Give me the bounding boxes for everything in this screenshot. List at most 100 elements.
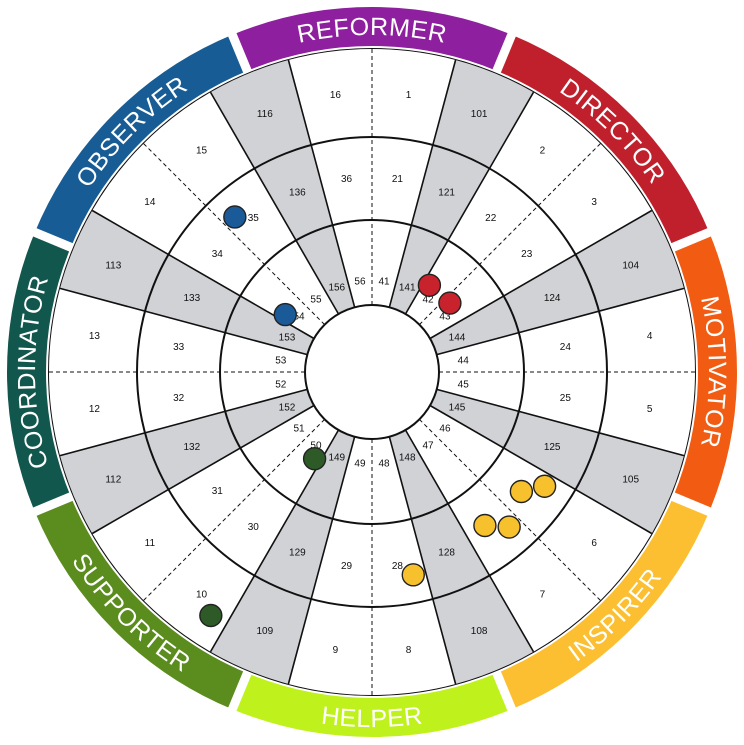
cell-number-inner: 148 <box>399 452 416 463</box>
cell-number-mid: 136 <box>289 187 306 198</box>
cell-number-outer: 11 <box>145 538 156 549</box>
marker-dot <box>438 291 462 315</box>
marker-dot <box>273 302 297 327</box>
cell-number-mid: 29 <box>341 561 353 572</box>
cell-number-outer: 104 <box>622 260 639 271</box>
cell-inner <box>405 240 480 325</box>
cell-inner <box>240 405 325 480</box>
cell-inner <box>220 332 308 372</box>
cell-number-mid: 28 <box>392 561 404 572</box>
cell-number-mid: 21 <box>392 174 404 185</box>
cell-mid <box>254 145 333 241</box>
cell-mid <box>145 254 241 333</box>
cell-number-outer: 112 <box>105 475 121 486</box>
cell-number-inner: 54 <box>293 311 305 322</box>
cell-number-mid: 133 <box>183 293 200 304</box>
cell-number-outer: 116 <box>257 109 273 120</box>
markers <box>199 205 557 628</box>
cell-mid <box>518 311 607 372</box>
cell-number-outer: 8 <box>406 645 412 656</box>
cell-number-inner: 52 <box>275 380 287 391</box>
cell-number-mid: 33 <box>173 342 185 353</box>
cell-mid <box>372 137 433 226</box>
cell-mid <box>503 411 599 490</box>
cell-mid <box>145 411 241 490</box>
cell-number-outer: 10 <box>196 590 208 601</box>
cell-inner <box>372 220 412 308</box>
cell-mid <box>205 479 296 576</box>
cell-mid <box>137 311 226 372</box>
cell-number-mid: 35 <box>248 213 260 224</box>
cell-mid <box>479 205 576 296</box>
cell-number-inner: 55 <box>310 295 322 306</box>
cell-outer <box>575 432 684 534</box>
cell-number-mid: 25 <box>560 393 572 404</box>
cell-mid <box>411 503 490 599</box>
cell-inner <box>296 430 355 519</box>
cell-outer <box>432 60 534 169</box>
cell-mid <box>311 518 372 607</box>
cell-number-outer: 109 <box>257 626 274 637</box>
cell-mid <box>254 503 333 599</box>
cell-inner <box>430 296 519 355</box>
cell-number-mid: 23 <box>521 249 533 260</box>
cell-mid <box>503 254 599 333</box>
cell-outer <box>210 575 312 684</box>
cell-number-outer: 105 <box>622 475 639 486</box>
cell-number-outer: 12 <box>89 404 101 415</box>
cell-outer <box>598 288 695 372</box>
marker-dot <box>302 447 327 471</box>
cell-number-inner: 49 <box>354 459 366 470</box>
cell-number-mid: 31 <box>212 486 224 497</box>
cell-inner <box>419 405 504 480</box>
cell-number-inner: 145 <box>449 403 466 414</box>
cell-inner <box>436 372 524 412</box>
cell-number-outer: 14 <box>144 197 156 208</box>
cell-number-inner: 47 <box>422 440 434 451</box>
cell-inner <box>332 436 372 524</box>
cell-mid <box>137 372 226 433</box>
cell-outer <box>432 575 534 684</box>
cell-mid <box>168 448 265 539</box>
cell-inner <box>296 225 355 314</box>
cell-number-outer: 2 <box>540 145 546 156</box>
cell-inner <box>372 436 412 524</box>
cell-number-mid: 132 <box>183 442 200 453</box>
cell-number-inner: 44 <box>458 355 470 366</box>
cell-number-mid: 124 <box>544 293 561 304</box>
cell-outer <box>60 432 169 534</box>
cell-number-mid: 128 <box>438 548 455 559</box>
cell-number-mid: 34 <box>212 249 224 260</box>
cell-number-inner: 144 <box>449 332 466 343</box>
marker-dot <box>401 563 425 587</box>
cell-inner <box>419 264 504 339</box>
cell-number-mid: 121 <box>438 187 455 198</box>
cell-inner <box>220 372 308 412</box>
cell-outer <box>598 372 695 456</box>
cell-number-outer: 113 <box>105 260 121 271</box>
cell-outer <box>575 210 684 312</box>
cell-inner <box>240 264 325 339</box>
cell-number-mid: 30 <box>248 522 260 533</box>
marker-dot <box>199 603 223 628</box>
cell-outer <box>372 598 456 695</box>
cell-outer <box>60 210 169 312</box>
cell-number-mid: 125 <box>544 442 561 453</box>
cell-outer <box>288 598 372 695</box>
cell-inner <box>264 240 339 325</box>
cell-mid <box>311 137 372 226</box>
cell-number-inner: 46 <box>439 424 451 435</box>
cell-number-mid: 22 <box>485 213 497 224</box>
cell-mid <box>518 372 607 433</box>
cell-number-outer: 16 <box>330 90 342 101</box>
marker-dot <box>473 513 497 538</box>
cell-number-outer: 15 <box>196 145 208 156</box>
cell-inner <box>430 389 519 448</box>
marker-dot <box>509 479 534 504</box>
cell-inner <box>225 296 314 355</box>
cell-inner <box>332 220 372 308</box>
cell-number-inner: 48 <box>378 459 390 470</box>
cell-number-inner: 56 <box>354 276 366 287</box>
cell-number-outer: 6 <box>591 538 597 549</box>
